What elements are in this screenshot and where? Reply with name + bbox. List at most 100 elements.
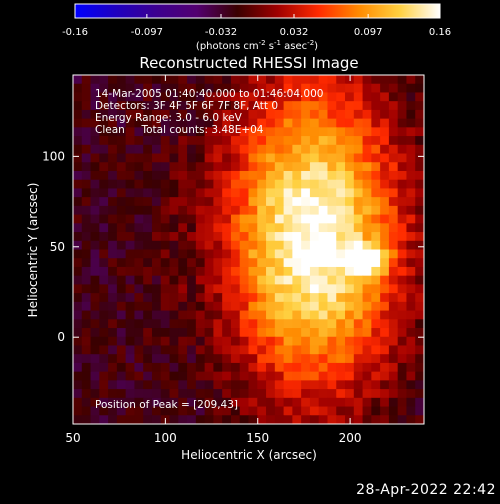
- heatmap-cell: [116, 249, 127, 259]
- heatmap-cell: [353, 345, 364, 355]
- heatmap-cell: [397, 345, 408, 355]
- heatmap-cell: [309, 275, 320, 285]
- heatmap-cell: [292, 319, 302, 329]
- heatmap-cell: [125, 75, 136, 85]
- heatmap-cell: [336, 197, 346, 207]
- heatmap-cell: [318, 75, 329, 85]
- heatmap-cell: [415, 75, 424, 85]
- heatmap-cell: [81, 75, 92, 85]
- heatmap-cell: [327, 162, 337, 172]
- heatmap-cell: [371, 249, 381, 259]
- heatmap-cell: [362, 284, 372, 294]
- heatmap-cell: [301, 301, 311, 312]
- heatmap-cell: [239, 197, 250, 207]
- heatmap-cell: [134, 389, 144, 399]
- heatmap-cell: [257, 371, 267, 381]
- heatmap-cell: [108, 310, 118, 320]
- heatmap-cell: [318, 153, 329, 163]
- heatmap-cell: [292, 188, 302, 198]
- heatmap-cell: [116, 83, 127, 94]
- heatmap-cell: [239, 266, 250, 277]
- heatmap-cell: [81, 205, 92, 216]
- heatmap-cell: [204, 310, 214, 320]
- heatmap-cell: [406, 127, 416, 137]
- heatmap-cell: [301, 197, 311, 207]
- heatmap-cell: [345, 293, 355, 303]
- heatmap-cell: [99, 310, 109, 320]
- heatmap-cell: [336, 266, 346, 277]
- heatmap-cell: [222, 240, 232, 251]
- heatmap-cell: [283, 144, 293, 155]
- heatmap-cell: [160, 179, 171, 190]
- heatmap-cell: [204, 240, 214, 251]
- heatmap-cell: [151, 101, 162, 111]
- heatmap-cell: [151, 301, 162, 312]
- heatmap-cell: [301, 214, 311, 224]
- heatmap-cell: [380, 266, 390, 277]
- heatmap-cell: [353, 179, 364, 190]
- heatmap-cell: [415, 319, 424, 329]
- heatmap-cell: [151, 75, 162, 85]
- timestamp: 28-Apr-2022 22:42: [356, 482, 496, 498]
- heatmap-cell: [125, 205, 136, 216]
- heatmap-cell: [353, 232, 364, 242]
- heatmap-cell: [204, 83, 214, 94]
- heatmap-cell: [371, 293, 381, 303]
- heatmap-cell: [397, 266, 408, 277]
- heatmap-cell: [169, 380, 179, 390]
- heatmap-cell: [178, 75, 188, 85]
- heatmap-cell: [309, 223, 320, 233]
- heatmap-cell: [160, 310, 171, 320]
- heatmap-cell: [309, 127, 320, 137]
- heatmap-cell: [257, 284, 267, 294]
- heatmap-cell: [406, 301, 416, 312]
- heatmap-cell: [81, 328, 92, 338]
- heatmap-cell: [134, 83, 144, 94]
- heatmap-cell: [283, 336, 293, 347]
- heatmap-cell: [309, 336, 320, 347]
- heatmap-cell: [116, 75, 127, 85]
- heatmap-cell: [292, 284, 302, 294]
- heatmap-cell: [388, 301, 399, 312]
- heatmap-cell: [274, 136, 285, 146]
- heatmap-cell: [125, 179, 136, 190]
- heatmap-cell: [134, 328, 144, 338]
- heatmap-cell: [213, 232, 223, 242]
- heatmap-cell: [406, 249, 416, 259]
- heatmap-cell: [397, 275, 408, 285]
- heatmap-cell: [195, 284, 206, 294]
- heatmap-cell: [169, 371, 179, 381]
- heatmap-cell: [266, 354, 276, 364]
- heatmap-cell: [309, 197, 320, 207]
- heatmap-cell: [90, 109, 100, 120]
- heatmap-cell: [239, 162, 250, 172]
- heatmap-cell: [178, 170, 188, 181]
- heatmap-cell: [362, 83, 372, 94]
- heatmap-cell: [406, 319, 416, 329]
- heatmap-cell: [415, 92, 424, 102]
- heatmap-cell: [81, 109, 92, 120]
- heatmap-cell: [204, 223, 214, 233]
- heatmap-cell: [108, 284, 118, 294]
- heatmap-cell: [160, 162, 171, 172]
- heatmap-cell: [397, 319, 408, 329]
- heatmap-cell: [406, 162, 416, 172]
- heatmap-cell: [336, 162, 346, 172]
- heatmap-cell: [125, 153, 136, 163]
- heatmap-cell: [160, 144, 171, 155]
- heatmap-cell: [257, 92, 267, 102]
- heatmap-cell: [151, 205, 162, 216]
- heatmap-cell: [371, 223, 381, 233]
- heatmap-cell: [327, 118, 337, 128]
- heatmap-cell: [353, 249, 364, 259]
- heatmap-cell: [292, 214, 302, 224]
- heatmap-cell: [160, 397, 171, 408]
- heatmap-cell: [388, 109, 399, 120]
- heatmap-cell: [362, 75, 372, 85]
- heatmap-cell: [134, 266, 144, 277]
- heatmap-cell: [187, 345, 197, 355]
- heatmap-cell: [108, 162, 118, 172]
- heatmap-cell: [90, 415, 100, 424]
- heatmap-cell: [292, 310, 302, 320]
- heatmap-cell: [318, 406, 329, 416]
